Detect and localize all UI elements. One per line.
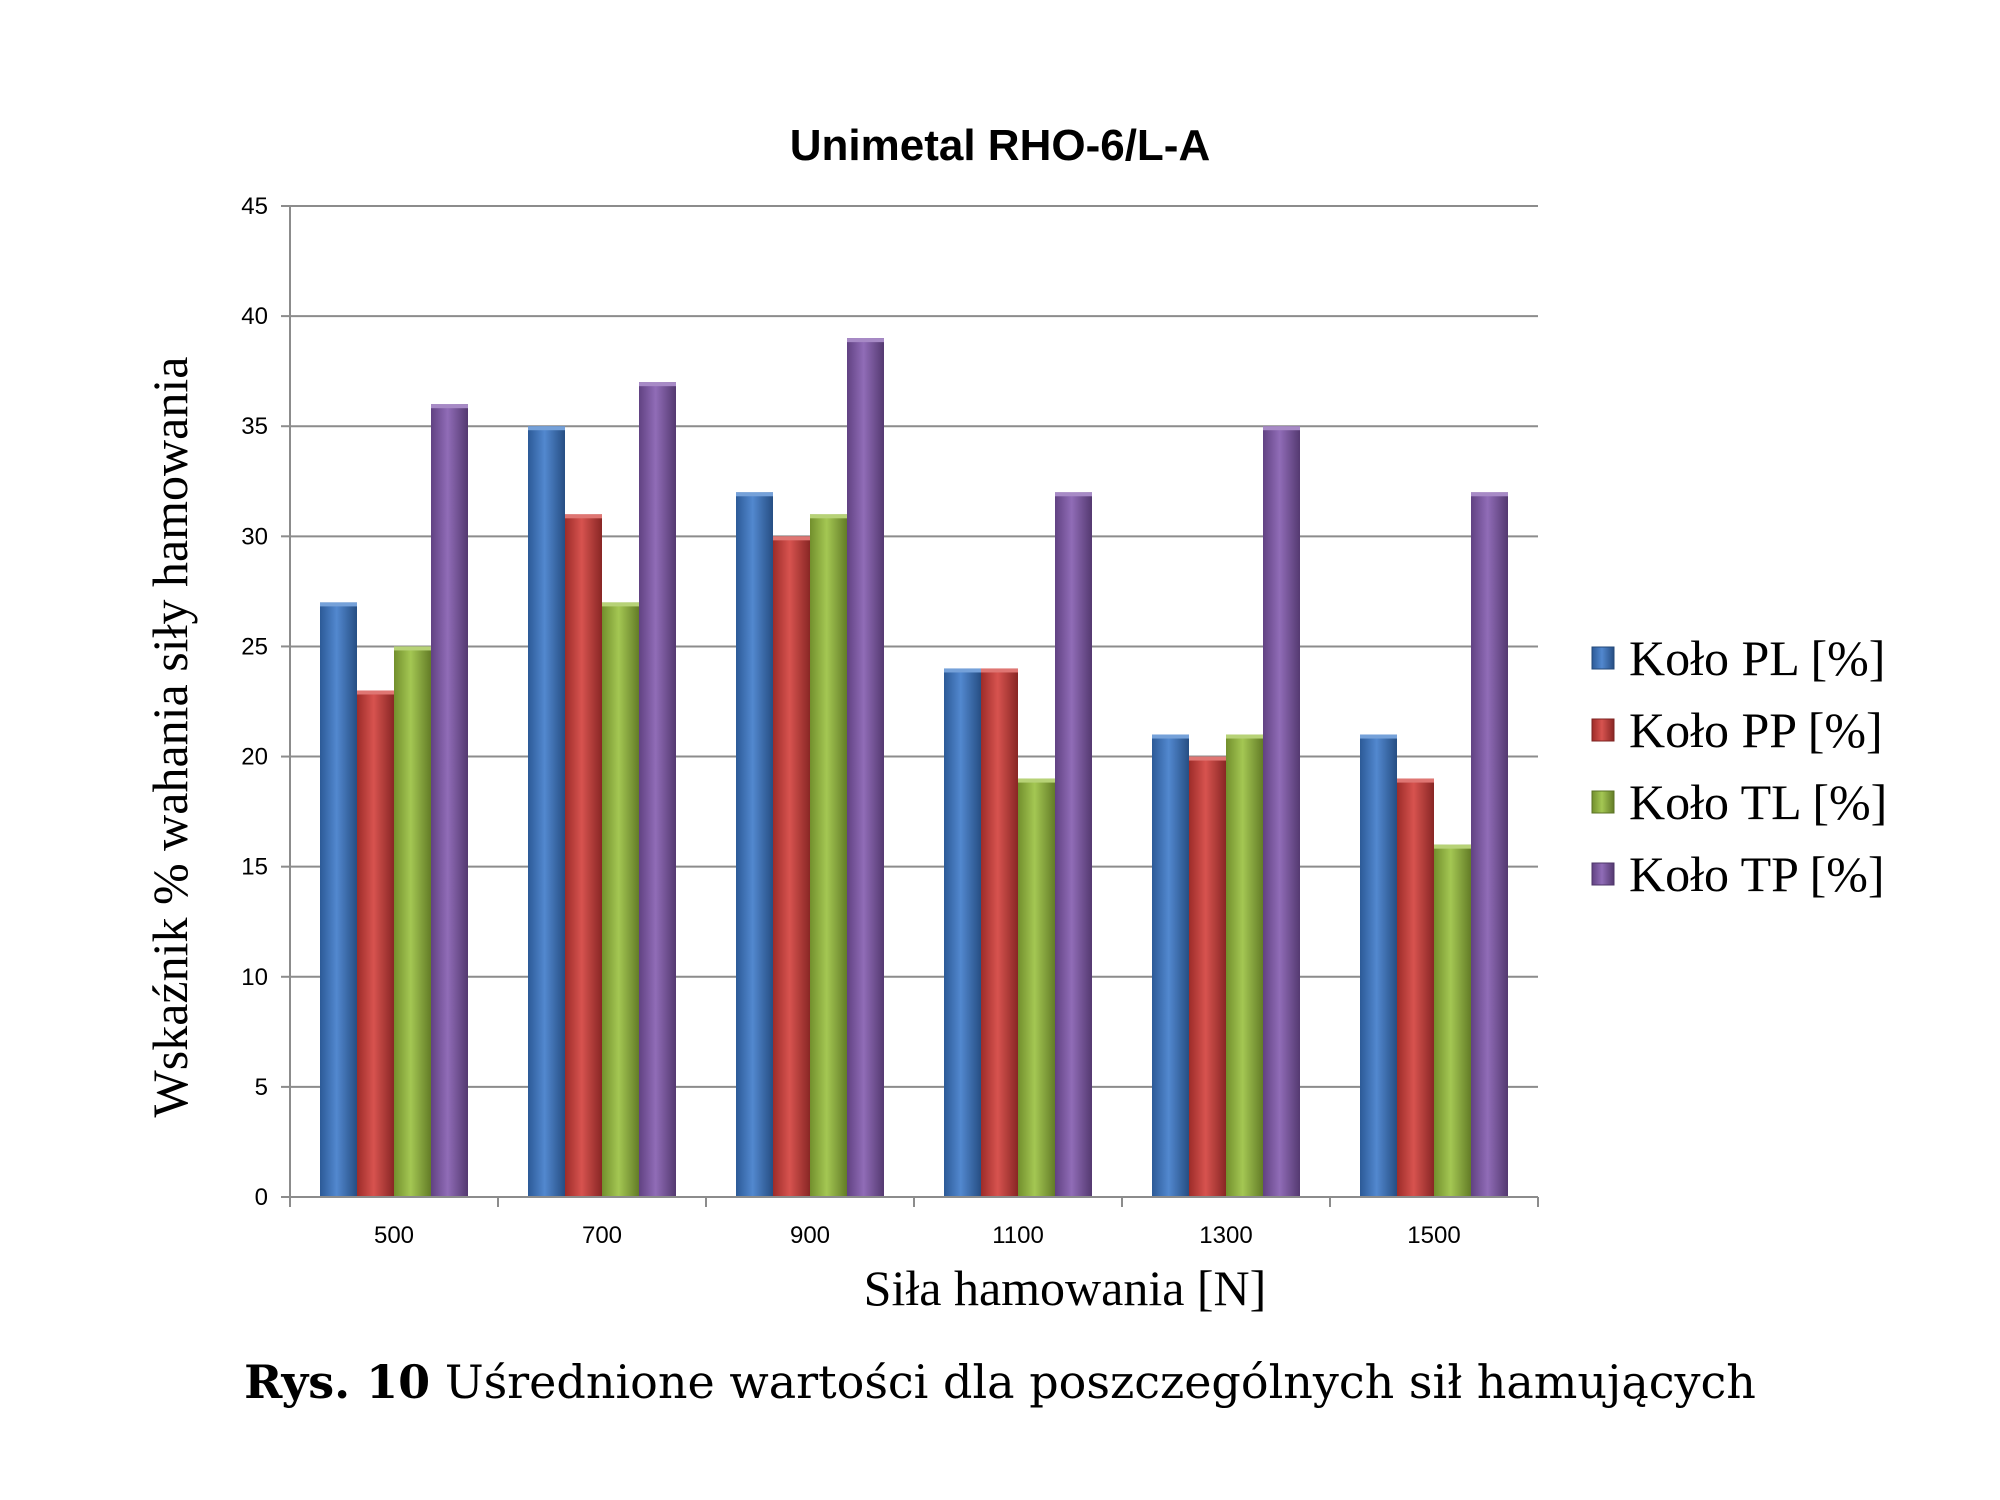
bar-top — [1189, 756, 1226, 761]
bar — [1018, 778, 1055, 1197]
bar — [847, 338, 884, 1198]
bar — [1397, 778, 1434, 1197]
y-tick-label: 15 — [241, 854, 268, 881]
legend-label: Koło TL [%] — [1629, 774, 1887, 830]
y-tick-label: 30 — [241, 523, 268, 550]
bar-top — [773, 536, 810, 541]
bar-top — [320, 602, 357, 607]
bar-top — [1263, 426, 1300, 431]
x-tick-label: 900 — [790, 1222, 830, 1249]
axes — [289, 206, 1538, 1198]
legend-label: Koło PP [%] — [1629, 702, 1883, 758]
y-tick-label: 45 — [241, 193, 268, 220]
bar — [1226, 734, 1263, 1197]
x-axis-ticks: 500 700 900 1100 1300 1500 — [289, 1197, 1539, 1249]
bar — [981, 668, 1018, 1197]
caption-label: Rys. 10 — [244, 1355, 431, 1409]
bar-top — [847, 338, 884, 343]
bar — [1189, 756, 1226, 1197]
legend-label: Koło PL [%] — [1629, 630, 1885, 686]
bar — [357, 690, 394, 1197]
bar — [773, 536, 810, 1197]
x-tick-label: 1300 — [1199, 1222, 1252, 1249]
bar — [810, 514, 847, 1197]
bar-top — [1226, 734, 1263, 739]
caption-text: Uśrednione wartości dla poszczególnych s… — [444, 1355, 1756, 1409]
y-tick-label: 35 — [241, 413, 268, 440]
bar-top — [944, 668, 981, 673]
x-tick-label: 1100 — [992, 1222, 1044, 1249]
legend-swatch — [1591, 862, 1615, 886]
bar-top — [528, 426, 565, 431]
bar — [565, 514, 602, 1197]
legend: Koło PL [%] Koło PP [%] Koło TL [%] Koło TP… — [1591, 630, 1887, 902]
chart-title: Unimetal RHO-6/L-A — [790, 121, 1210, 170]
bar — [431, 404, 468, 1197]
bar-top — [602, 602, 639, 607]
bar — [320, 602, 357, 1197]
bar-top — [1360, 734, 1397, 739]
bar — [1152, 734, 1189, 1197]
bar-top — [1397, 778, 1434, 783]
y-tick-label: 25 — [241, 633, 268, 660]
legend-swatch — [1591, 790, 1615, 814]
x-tick-label: 500 — [374, 1222, 414, 1249]
bar-top — [431, 404, 468, 409]
bar — [639, 382, 676, 1198]
bar-top — [394, 646, 431, 651]
y-tick-label: 20 — [241, 744, 268, 771]
bar — [1055, 492, 1092, 1197]
bar — [528, 426, 565, 1197]
x-axis-label: Siła hamowania [N] — [864, 1260, 1267, 1316]
bar-top — [639, 382, 676, 387]
bar-top — [736, 492, 773, 497]
bar — [1360, 734, 1397, 1197]
bar-top — [1434, 844, 1471, 849]
bar-top — [981, 668, 1018, 673]
y-tick-label: 40 — [241, 303, 268, 330]
bar — [736, 492, 773, 1197]
y-axis-label: Wskaźnik % wahania siły hamowania — [142, 357, 198, 1118]
bar-top — [1018, 778, 1055, 783]
bar-top — [565, 514, 602, 519]
y-tick-label: 5 — [255, 1074, 268, 1101]
legend-label: Koło TP [%] — [1629, 846, 1885, 902]
bar — [394, 646, 431, 1197]
legend-swatch — [1591, 718, 1615, 742]
gridlines — [290, 205, 1538, 1088]
bar-top — [1055, 492, 1092, 497]
y-tick-label: 0 — [255, 1184, 268, 1211]
bar — [944, 668, 981, 1197]
x-tick-label: 1500 — [1407, 1222, 1460, 1249]
bar-top — [1471, 492, 1508, 497]
bars — [320, 338, 1508, 1198]
bar-top — [357, 690, 394, 695]
y-tick-label: 10 — [241, 964, 268, 991]
bar — [1263, 426, 1300, 1197]
bar — [602, 602, 639, 1197]
y-axis-ticks: 0 5 10 15 20 25 30 35 40 45 — [241, 193, 290, 1211]
bar-top — [810, 514, 847, 519]
bar — [1471, 492, 1508, 1197]
bar — [1434, 844, 1471, 1197]
legend-swatch — [1591, 646, 1615, 670]
figure-caption: Rys. 10 Uśrednione wartości dla poszczeg… — [0, 1355, 2000, 1409]
bar-top — [1152, 734, 1189, 739]
x-tick-label: 700 — [582, 1222, 622, 1249]
